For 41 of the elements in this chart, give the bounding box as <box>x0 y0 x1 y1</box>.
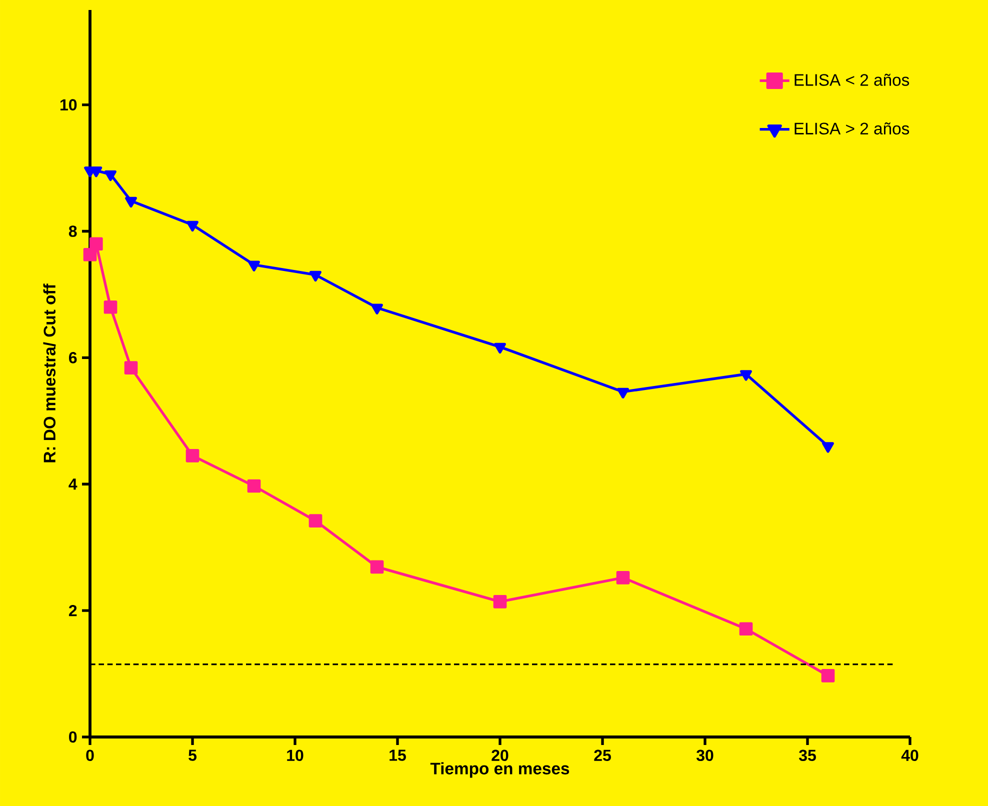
point <box>310 270 322 282</box>
point <box>124 361 138 374</box>
x-tick-label: 20 <box>492 750 508 762</box>
y-axis-title: R: DO muestra/ Cut off <box>43 284 56 462</box>
y-tick-label: 0 <box>69 731 77 743</box>
point <box>186 220 198 232</box>
point <box>248 260 260 272</box>
x-tick-label: 10 <box>287 750 304 762</box>
point <box>739 622 753 636</box>
legend-label: ELISA < 2 años <box>794 74 910 86</box>
point <box>494 342 506 354</box>
x-tick-label: 30 <box>696 750 714 762</box>
point <box>186 449 200 462</box>
point <box>493 595 507 608</box>
x-tick-label: 0 <box>86 750 94 762</box>
point <box>308 514 322 528</box>
point <box>104 170 116 182</box>
x-tick-label: 35 <box>798 750 816 762</box>
point <box>125 196 137 208</box>
x-tick-label: 40 <box>901 750 918 762</box>
point <box>822 442 834 453</box>
point <box>83 248 97 262</box>
y-tick-label: 2 <box>68 604 77 616</box>
x-tick-label: 5 <box>188 750 197 761</box>
x-tick-label: 25 <box>594 750 611 762</box>
point <box>247 479 261 493</box>
point <box>821 668 835 682</box>
y-tick-label: 4 <box>68 478 78 490</box>
x-axis-title: Tiempo en meses <box>430 762 570 778</box>
point <box>371 304 383 314</box>
point <box>104 300 118 314</box>
point <box>370 560 384 574</box>
y-tick-label: 10 <box>60 99 77 110</box>
point <box>89 237 103 251</box>
point <box>617 388 629 398</box>
legend-label: ELISA > 2 años <box>794 122 910 134</box>
point <box>740 370 752 381</box>
y-tick-label: 6 <box>68 352 77 364</box>
y-tick-label: 8 <box>68 226 77 237</box>
x-tick-label: 15 <box>390 750 406 761</box>
point <box>616 571 630 584</box>
